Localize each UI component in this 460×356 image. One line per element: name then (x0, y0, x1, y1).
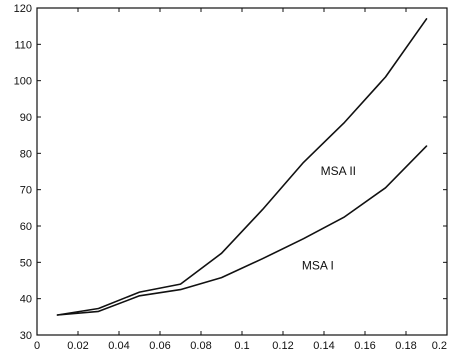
series-annotation: MSA I (302, 259, 334, 273)
plot-area-frame (36, 7, 448, 336)
y-tick-label: 50 (20, 257, 32, 269)
y-tick-label: 80 (20, 148, 32, 160)
x-axis-ticks: 0 0.02 0.04 0.06 0.08 0.1 0.12 0.14 0.16 0.18 0.2 (34, 8, 448, 352)
y-tick-label: 110 (14, 39, 32, 51)
x-tick-label-0: 0 (34, 340, 40, 352)
y-tick-label: 70 (20, 185, 32, 197)
y-axis-ticks: 30 40 50 60 70 80 90 100 110 120 (14, 3, 447, 342)
y-tick-label: 30 (20, 330, 32, 342)
y-tick-label: 100 (14, 76, 32, 88)
x-tick-label: 0.14 (313, 340, 334, 352)
x-tick-label: 0.2 (432, 340, 447, 352)
x-tick-label: 0.06 (149, 340, 170, 352)
x-tick-label: 0.1 (234, 340, 249, 352)
y-tick-label: 60 (20, 221, 32, 233)
x-tick-label: 0.04 (108, 340, 129, 352)
x-tick-label: 0.02 (67, 340, 88, 352)
series-line-msa-i (56, 145, 428, 316)
x-tick-label: 0.08 (190, 340, 211, 352)
y-tick-label: 90 (20, 112, 32, 124)
x-tick-label: 0.12 (272, 340, 293, 352)
y-tick-label: 40 (20, 294, 32, 306)
series-layer (56, 18, 428, 316)
y-tick-label: 120 (14, 3, 32, 15)
series-line-msa-ii (56, 18, 428, 316)
series-annotation: MSA II (321, 164, 356, 178)
x-tick-label: 0.16 (354, 340, 375, 352)
x-tick-label: 0.18 (395, 340, 416, 352)
annotation-layer: MSA II MSA I (302, 164, 356, 272)
